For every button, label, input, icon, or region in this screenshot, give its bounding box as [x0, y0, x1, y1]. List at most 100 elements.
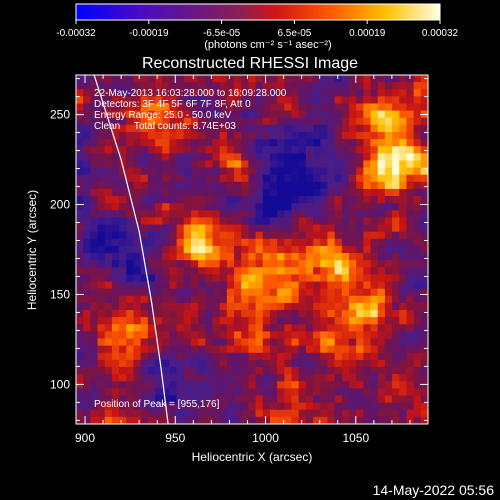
heatmap-cell: [384, 203, 393, 211]
heatmap-cell: [111, 253, 120, 261]
heatmap-cell: [97, 117, 106, 126]
heatmap-cell: [176, 181, 185, 190]
heatmap-cell: [147, 89, 156, 97]
heatmap-cell: [370, 345, 379, 354]
heatmap-cell: [348, 146, 357, 154]
heatmap-cell: [377, 310, 386, 318]
heatmap-cell: [363, 331, 372, 340]
heatmap-cell: [198, 231, 206, 240]
heatmap-cell: [104, 231, 113, 240]
heatmap-cell: [190, 367, 199, 375]
heatmap-cell: [377, 139, 386, 147]
heatmap-cell: [198, 146, 206, 154]
heatmap-cell: [399, 210, 408, 219]
heatmap-cell: [147, 338, 156, 347]
heatmap-cell: [97, 331, 106, 340]
heatmap-cell: [298, 274, 307, 283]
heatmap-cell: [190, 96, 199, 105]
heatmap-cell: [111, 217, 120, 226]
heatmap-cell: [83, 217, 91, 226]
heatmap-cell: [269, 110, 278, 119]
heatmap-cell: [104, 409, 113, 418]
heatmap-cell: [356, 310, 364, 318]
heatmap-cell: [284, 89, 293, 97]
heatmap-cell: [241, 324, 249, 333]
heatmap-cell: [320, 260, 329, 268]
heatmap-cell: [377, 345, 386, 354]
heatmap-cell: [327, 217, 336, 226]
heatmap-cell: [111, 238, 120, 247]
heatmap-cell: [241, 274, 249, 283]
heatmap-cell: [104, 267, 113, 276]
heatmap-cell: [90, 89, 99, 97]
heatmap-cell: [384, 245, 393, 254]
heatmap-cell: [255, 167, 264, 176]
heatmap-cell: [219, 317, 228, 325]
heatmap-cell: [298, 245, 307, 254]
heatmap-cell: [420, 153, 428, 162]
heatmap-cell: [90, 388, 99, 397]
heatmap-cell: [262, 395, 271, 404]
heatmap-cell: [126, 388, 135, 397]
heatmap-cell: [392, 267, 400, 276]
heatmap-cell: [97, 324, 106, 333]
heatmap-cell: [341, 245, 350, 254]
heatmap-cell: [363, 352, 372, 361]
heatmap-cell: [226, 317, 235, 325]
heatmap-cell: [119, 359, 127, 368]
heatmap-cell: [313, 103, 321, 112]
heatmap-cell: [205, 238, 214, 247]
heatmap-cell: [111, 260, 120, 268]
heatmap-cell: [277, 374, 285, 382]
heatmap-cell: [76, 188, 84, 197]
heatmap-cell: [111, 388, 120, 397]
heatmap-cell: [83, 381, 91, 389]
heatmap-cell: [327, 160, 336, 169]
heatmap-cell: [313, 352, 321, 361]
heatmap-cell: [305, 188, 314, 197]
heatmap-cell: [111, 174, 120, 183]
heatmap-cell: [384, 253, 393, 261]
heatmap-cell: [370, 331, 379, 340]
heatmap-cell: [83, 131, 91, 140]
heatmap-cell: [370, 110, 379, 119]
heatmap-cell: [363, 131, 372, 140]
heatmap-cell: [147, 181, 156, 190]
heatmap-cell: [169, 82, 178, 90]
heatmap-cell: [219, 224, 228, 233]
heatmap-cell: [384, 395, 393, 404]
heatmap-cell: [341, 117, 350, 126]
heatmap-cell: [269, 352, 278, 361]
heatmap-cell: [262, 274, 271, 283]
heatmap-cell: [155, 288, 163, 297]
heatmap-cell: [212, 203, 221, 211]
heatmap-cell: [363, 395, 372, 404]
heatmap-cell: [348, 89, 357, 97]
heatmap-cell: [126, 181, 135, 190]
heatmap-cell: [111, 82, 120, 90]
heatmap-cell: [183, 409, 192, 418]
heatmap-cell: [183, 188, 192, 197]
heatmap-cell: [392, 96, 400, 105]
heatmap-cell: [104, 217, 113, 226]
heatmap-cell: [384, 288, 393, 297]
heatmap-cell: [277, 139, 285, 147]
heatmap-cell: [413, 388, 422, 397]
heatmap-cell: [126, 224, 135, 233]
heatmap-cell: [277, 181, 285, 190]
heatmap-cell: [284, 352, 293, 361]
heatmap-cell: [147, 231, 156, 240]
heatmap-cell: [399, 409, 408, 418]
heatmap-cell: [255, 110, 264, 119]
heatmap-cell: [399, 345, 408, 354]
heatmap-cell: [83, 281, 91, 290]
heatmap-cell: [226, 82, 235, 90]
heatmap-cell: [406, 131, 415, 140]
heatmap-cell: [406, 196, 415, 204]
heatmap-cell: [341, 167, 350, 176]
heatmap-cell: [413, 359, 422, 368]
heatmap-cell: [234, 245, 242, 254]
heatmap-cell: [126, 310, 135, 318]
heatmap-cell: [219, 131, 228, 140]
heatmap-cell: [248, 124, 257, 133]
